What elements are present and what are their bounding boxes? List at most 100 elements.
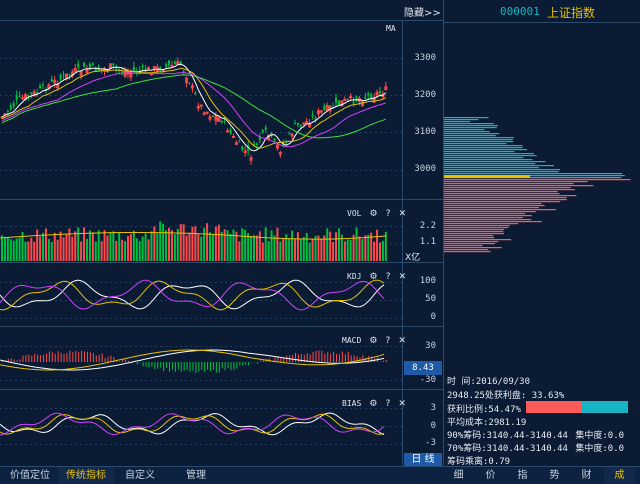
macd-bar	[175, 362, 176, 372]
chart-area[interactable]: 隐藏>> MA 3300 3200 3100 3000 VOL ⚙ ? ✕ 2.…	[0, 0, 443, 466]
hide-panel-button[interactable]: 隐藏>>	[404, 4, 441, 19]
volume-bar	[165, 230, 167, 261]
chip-bar	[444, 121, 470, 122]
tab-traditional-indicators[interactable]: 传统指标	[58, 467, 114, 484]
candle-body	[221, 121, 223, 123]
chip-bar	[444, 119, 478, 120]
tab-manage[interactable]: 管理	[166, 467, 226, 484]
tab-value-position[interactable]: 价值定位	[2, 467, 58, 484]
chip-bar	[444, 243, 495, 244]
chip-bar	[444, 125, 498, 126]
volume-bar	[356, 228, 358, 261]
volume-bar	[136, 238, 138, 261]
vol-tick-2-2: 2.2	[400, 221, 436, 231]
volume-bar	[174, 234, 176, 261]
volume-bar	[364, 235, 366, 261]
chip-bar	[444, 231, 503, 232]
candle-body	[241, 146, 243, 150]
volume-bar	[265, 227, 267, 261]
macd-bar	[204, 362, 205, 372]
macd-bar	[11, 358, 12, 362]
volume-bar	[209, 232, 211, 261]
macd-bar	[207, 362, 208, 370]
tab-trend[interactable]: 势	[539, 467, 570, 484]
macd-bar	[169, 362, 170, 372]
tab-custom[interactable]: 自定义	[114, 467, 166, 484]
help-icon[interactable]: ?	[386, 272, 391, 282]
tab-chips[interactable]: 成	[604, 467, 635, 484]
volume-bar	[16, 239, 18, 261]
tab-price[interactable]: 价	[475, 467, 506, 484]
macd-tick-neg30: -30	[400, 375, 436, 385]
help-icon[interactable]: ?	[386, 399, 391, 409]
macd-bar	[55, 354, 56, 362]
volume-bar	[148, 239, 150, 261]
volume-bar	[367, 235, 369, 261]
help-icon[interactable]: ?	[386, 209, 391, 219]
macd-bar	[17, 360, 18, 362]
volume-bar	[244, 230, 246, 261]
volume-bar	[306, 233, 308, 261]
macd-bar	[49, 351, 50, 362]
stock-code: 000001	[500, 5, 540, 18]
chip-bar	[444, 199, 567, 200]
macd-bar	[151, 362, 152, 367]
macd-bar	[348, 352, 349, 362]
macd-bar	[336, 354, 337, 362]
chip-bar	[444, 251, 490, 252]
candle-body	[51, 79, 53, 82]
macd-bar	[283, 358, 284, 362]
candle-body	[13, 103, 15, 106]
macd-bar	[359, 357, 360, 362]
macd-bar	[166, 362, 167, 368]
chip-bar	[444, 207, 539, 208]
volume-bar	[326, 228, 328, 261]
chip-bar	[444, 161, 545, 162]
volume-bar	[95, 241, 97, 261]
macd-header: MACD ⚙ ? ✕	[342, 328, 406, 347]
candle-body	[194, 93, 196, 94]
volume-bar	[24, 242, 26, 261]
candle-body	[300, 125, 302, 127]
chip-bar	[444, 167, 539, 168]
volume-bar	[121, 240, 123, 261]
kdj-tick-50: 50	[400, 294, 436, 304]
tab-finance[interactable]: 财	[571, 467, 602, 484]
macd-bar	[228, 362, 229, 368]
chip-bar	[444, 141, 513, 142]
volume-bar	[7, 237, 9, 261]
volume-bar	[115, 241, 117, 261]
volume-bar	[373, 242, 375, 261]
chip-bar	[444, 241, 498, 242]
volume-bar	[109, 232, 111, 261]
gear-icon[interactable]: ⚙	[370, 209, 378, 219]
macd-bar	[195, 362, 196, 373]
gear-icon[interactable]: ⚙	[369, 399, 377, 409]
chip-70-range: 70%筹码:3140.44-3140.44	[447, 444, 568, 454]
macd-bar	[66, 353, 67, 362]
candle-body	[335, 98, 337, 103]
macd-bar	[93, 353, 94, 362]
volume-bar	[291, 231, 293, 261]
volume-bar	[250, 236, 252, 261]
close-icon[interactable]: ✕	[399, 209, 407, 219]
chip-distribution-chart	[444, 22, 640, 292]
help-icon[interactable]: ?	[386, 336, 391, 346]
volume-bar	[10, 239, 12, 261]
tab-detail[interactable]: 细	[443, 467, 474, 484]
volume-bar	[77, 227, 79, 261]
gear-icon[interactable]: ⚙	[370, 272, 378, 282]
volume-bar	[39, 237, 41, 261]
period-daily-button[interactable]: 日 线	[404, 453, 442, 466]
chip-bar	[444, 133, 499, 134]
tab-index[interactable]: 指	[507, 467, 538, 484]
macd-bar	[119, 361, 120, 362]
candle-body	[238, 141, 240, 142]
volume-bar	[256, 235, 258, 261]
gear-icon[interactable]: ⚙	[369, 336, 377, 346]
candle-body	[39, 86, 41, 89]
chip-bar	[444, 179, 631, 180]
macd-bar	[225, 362, 226, 371]
macd-bar	[34, 354, 35, 362]
volume-bar	[329, 232, 331, 261]
